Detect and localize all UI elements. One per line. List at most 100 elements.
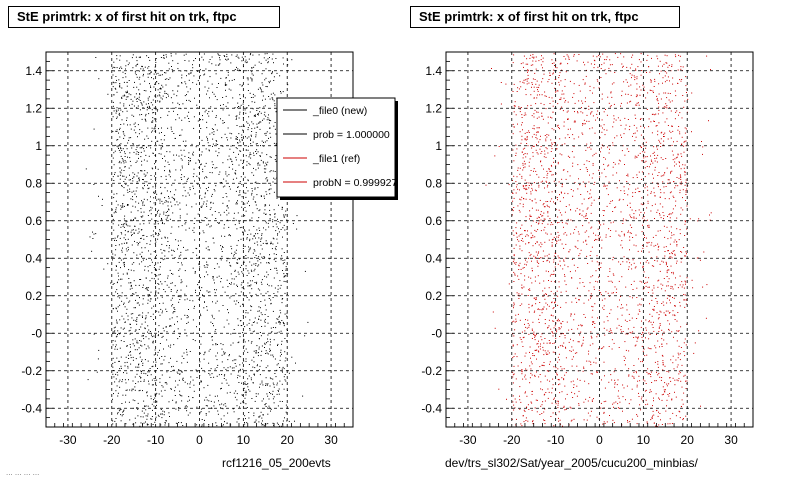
data-point	[242, 272, 244, 274]
data-point	[153, 197, 155, 199]
data-point	[262, 119, 263, 121]
data-point	[558, 346, 559, 348]
data-point	[618, 347, 620, 348]
data-point	[124, 321, 126, 323]
data-point	[118, 381, 120, 383]
data-point	[136, 146, 138, 148]
data-point	[176, 154, 177, 156]
data-point	[549, 74, 551, 76]
data-point	[161, 243, 163, 245]
data-point	[684, 374, 686, 376]
data-point	[583, 314, 585, 315]
data-point	[241, 282, 243, 284]
data-point	[151, 277, 153, 279]
data-point	[116, 139, 118, 141]
data-point	[578, 100, 580, 102]
data-point	[272, 390, 274, 392]
data-point	[538, 376, 540, 378]
data-point	[654, 260, 656, 261]
data-point	[244, 423, 246, 425]
data-point	[175, 239, 177, 241]
data-point	[552, 320, 554, 322]
data-point	[142, 362, 144, 364]
data-point	[150, 213, 152, 215]
data-point	[251, 128, 253, 130]
data-point	[625, 399, 626, 401]
data-point	[278, 331, 280, 333]
data-point	[253, 356, 255, 358]
data-point	[258, 54, 260, 56]
data-point	[658, 317, 660, 319]
data-point	[239, 84, 241, 86]
data-point	[184, 293, 186, 295]
data-point	[531, 393, 533, 395]
data-point	[173, 307, 175, 309]
data-point	[556, 236, 558, 238]
data-point	[544, 338, 546, 339]
data-point	[166, 190, 168, 192]
data-point	[246, 384, 248, 385]
data-point	[118, 244, 120, 246]
data-point	[512, 401, 514, 403]
data-point	[160, 148, 162, 150]
data-point	[525, 114, 527, 116]
data-point	[600, 402, 602, 404]
data-point	[164, 424, 166, 426]
data-point	[283, 323, 285, 325]
data-point	[513, 356, 515, 357]
data-point	[162, 158, 163, 159]
data-point	[242, 332, 244, 334]
data-point	[576, 301, 578, 303]
data-point	[112, 373, 114, 375]
data-point	[534, 339, 536, 341]
data-point	[231, 79, 233, 81]
data-point	[154, 393, 156, 395]
data-point	[263, 212, 265, 214]
data-point	[249, 247, 251, 249]
data-point	[175, 169, 177, 171]
data-point	[606, 114, 608, 116]
data-point	[266, 131, 268, 133]
data-point	[652, 90, 654, 92]
data-point	[136, 320, 138, 322]
data-point	[244, 230, 246, 232]
data-point	[124, 362, 126, 364]
data-point	[234, 396, 236, 398]
data-point	[207, 246, 209, 248]
data-point	[557, 236, 559, 238]
data-point	[671, 234, 673, 236]
data-point	[620, 329, 622, 331]
data-point	[261, 248, 263, 250]
data-point	[623, 190, 625, 192]
data-point	[222, 97, 224, 98]
data-point	[277, 291, 279, 293]
data-point	[112, 116, 114, 118]
data-point	[146, 55, 148, 57]
data-point	[559, 265, 561, 267]
data-point	[146, 191, 148, 193]
data-point	[260, 112, 262, 114]
data-point	[645, 141, 647, 143]
data-point	[112, 398, 113, 400]
data-point	[224, 291, 226, 293]
data-point	[135, 320, 137, 322]
data-point	[116, 371, 118, 373]
data-point	[258, 318, 260, 320]
data-point	[116, 282, 118, 284]
data-point	[606, 129, 608, 131]
data-point	[556, 242, 558, 244]
data-point	[267, 383, 269, 385]
data-point	[227, 359, 229, 361]
data-point	[120, 340, 122, 342]
data-point	[671, 331, 673, 333]
data-point	[246, 324, 248, 326]
data-point	[135, 65, 137, 67]
data-point	[521, 371, 523, 373]
data-point	[273, 253, 275, 255]
data-point	[235, 55, 237, 57]
data-point	[160, 281, 162, 283]
data-point	[650, 244, 652, 246]
data-point	[126, 90, 128, 92]
data-point	[269, 385, 271, 387]
data-point	[123, 218, 125, 220]
